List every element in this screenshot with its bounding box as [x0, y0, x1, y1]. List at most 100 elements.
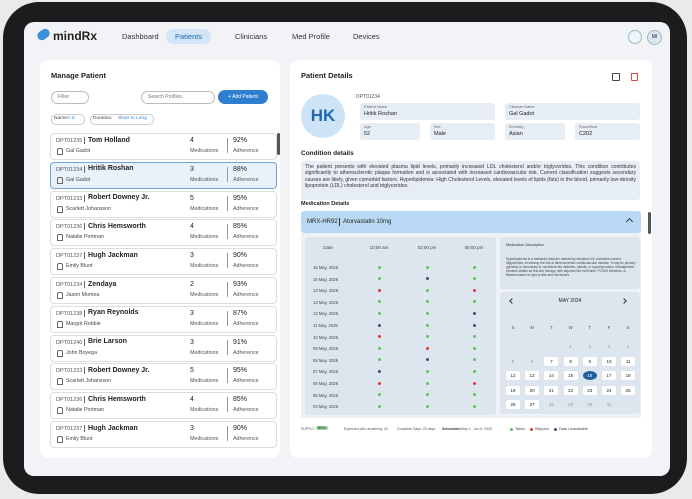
calendar-day[interactable]: 23 — [582, 385, 597, 395]
dose-dot — [377, 323, 381, 327]
sort-label[interactable] — [90, 114, 154, 125]
separator — [84, 194, 85, 202]
field-box — [360, 103, 495, 120]
adherence-label: Adherence — [233, 148, 259, 154]
field-value: Male — [434, 131, 446, 137]
calendar-day[interactable]: 20 — [525, 385, 540, 395]
calendar-day[interactable]: 1 — [569, 344, 572, 349]
calendar-day[interactable]: 7 — [544, 356, 559, 366]
patient-name: Chris Hemsworth — [88, 222, 146, 230]
calendar-day[interactable]: 28 — [548, 402, 554, 407]
patient-card[interactable] — [50, 392, 277, 420]
med-label: Medications — [190, 263, 219, 270]
dose-dot — [377, 277, 381, 281]
adherence-label: Adherence — [233, 176, 259, 183]
dose-dot — [377, 265, 381, 269]
adherence-label: Adherence — [233, 234, 259, 241]
divider — [227, 166, 228, 182]
user-icon — [57, 349, 63, 357]
nav-item[interactable]: Patients — [166, 29, 212, 44]
med-header[interactable] — [301, 211, 641, 233]
calendar-day[interactable]: 8 — [563, 356, 578, 366]
calendar-day[interactable]: 21 — [544, 385, 559, 395]
patient-id: DPT01235 — [56, 138, 83, 144]
patient-card[interactable] — [50, 190, 277, 218]
calendar-day[interactable]: 2 — [588, 344, 592, 349]
patient-name: Brie Larson — [88, 338, 127, 346]
date-cell: 09 May, 2025 — [313, 346, 339, 352]
calendar-day[interactable]: 27 — [525, 400, 540, 409]
calendar-day[interactable]: 12 — [506, 371, 520, 380]
nav-item[interactable]: Clinicians — [235, 32, 268, 41]
nav-item[interactable]: Dashboard — [122, 32, 159, 41]
patient-card[interactable] — [50, 305, 277, 333]
add-button[interactable]: + Add Patient — [218, 90, 268, 104]
dose-dot — [425, 346, 429, 350]
legend-dot — [530, 427, 533, 431]
adherence: 92% — [233, 137, 248, 144]
separator — [84, 309, 85, 317]
sort-label[interactable] — [51, 114, 85, 125]
dose-dot — [425, 404, 429, 408]
calendar-day[interactable]: 9 — [582, 356, 597, 366]
patient-name: Hritik Roshan — [88, 165, 134, 173]
calendar-day[interactable]: 18 — [621, 371, 636, 380]
patient-card[interactable] — [50, 219, 277, 247]
divider — [227, 397, 228, 413]
patient-card[interactable] — [50, 334, 277, 362]
calendar-day[interactable]: 16 — [582, 371, 597, 380]
search[interactable]: Search Profiles.. — [141, 91, 215, 104]
calendar-day[interactable]: 11 — [621, 356, 636, 366]
med-count: 3 — [190, 165, 194, 173]
adherence: 85% — [233, 223, 248, 231]
field-value: C202 — [579, 131, 593, 137]
patient-card[interactable] — [50, 277, 277, 304]
calendar-day[interactable]: 29 — [568, 402, 574, 407]
patient-card[interactable] — [50, 248, 277, 276]
calendar-day[interactable]: 26 — [506, 400, 520, 409]
calendar-day[interactable]: 14 — [544, 371, 559, 380]
calendar-day[interactable]: 19 — [506, 385, 520, 395]
calendar-day[interactable]: 22 — [563, 385, 578, 395]
dose-dot — [472, 404, 476, 408]
nav-item[interactable]: Devices — [353, 32, 380, 41]
initials: HK — [301, 94, 345, 138]
dose-dot — [425, 277, 429, 281]
calendar-day[interactable]: 24 — [602, 385, 616, 395]
avatar[interactable]: MI — [647, 30, 662, 45]
weekday: M — [530, 325, 535, 330]
legend-label: Data Unavailable — [559, 427, 588, 431]
patient-card[interactable] — [50, 421, 277, 448]
calendar-day[interactable]: 5 — [511, 358, 515, 364]
calendar-day[interactable]: 6 — [530, 358, 534, 364]
patient-card[interactable] — [50, 133, 277, 160]
date-cell: 11 May, 2025 — [313, 323, 338, 328]
patient-id: DPT01237 — [56, 426, 83, 432]
dose-dot — [425, 300, 429, 304]
separator — [84, 281, 85, 288]
notify-button[interactable] — [628, 30, 642, 44]
scheduled-label: Scheduled: — [442, 427, 461, 431]
calendar-day[interactable]: 10 — [602, 356, 616, 366]
calendar-day[interactable]: 15 — [563, 371, 578, 380]
calendar-day[interactable]: 30 — [587, 402, 593, 407]
calendar-day[interactable]: 13 — [525, 371, 540, 380]
user-icon — [57, 378, 63, 386]
calendar-day[interactable]: 17 — [602, 371, 616, 380]
separator — [84, 137, 85, 144]
adherence: 87% — [233, 309, 248, 317]
patient-card[interactable] — [50, 161, 277, 189]
sort-label-text: Name: — [54, 116, 69, 121]
patient-card[interactable] — [50, 363, 277, 391]
calendar-day[interactable]: 3 — [607, 344, 611, 349]
calendar-day[interactable]: 4 — [626, 344, 630, 349]
nav-item[interactable]: Med Profile — [292, 32, 330, 41]
filter[interactable]: Filter — [51, 91, 89, 104]
calendar-day[interactable]: 25 — [621, 385, 636, 395]
med-label: Medications — [190, 349, 219, 356]
schedule-table — [305, 237, 496, 415]
dose-dot — [425, 335, 429, 339]
calendar-day[interactable]: 31 — [606, 402, 612, 407]
share-button[interactable] — [612, 73, 620, 81]
delete-button[interactable] — [631, 73, 638, 81]
